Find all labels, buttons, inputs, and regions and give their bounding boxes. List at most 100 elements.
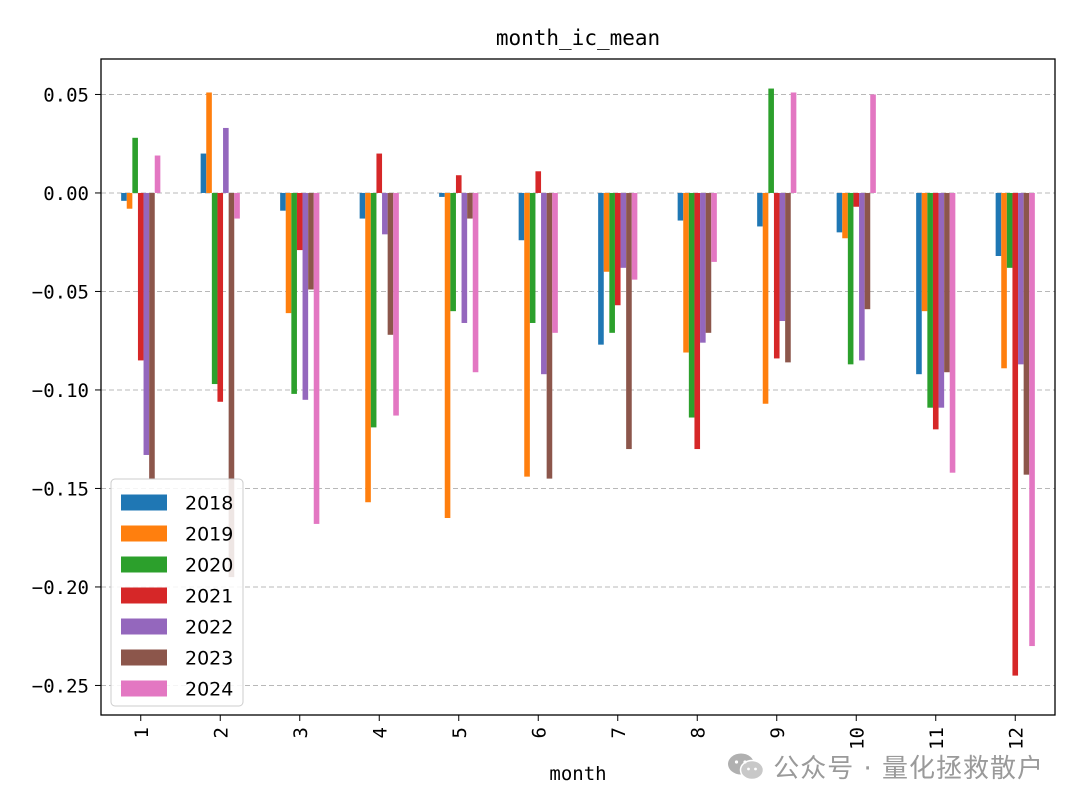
bar-2022-8 — [700, 192, 706, 343]
legend: 2018 2019 2020 2021 2022 2023 2024 — [110, 478, 244, 707]
bar-2024-9 — [790, 92, 797, 193]
y-tick-label: −0.25 — [32, 675, 89, 697]
bar-2023-12 — [1023, 192, 1030, 475]
bar-2022-11 — [938, 192, 945, 408]
wechat-icon — [728, 753, 765, 780]
bar-2019-10 — [842, 192, 848, 239]
bar-2021-6 — [535, 171, 542, 193]
x-tick-label: 8 — [687, 727, 709, 738]
bar-2022-5 — [461, 192, 468, 323]
bar-2021-5 — [455, 175, 462, 193]
gridlines — [101, 93, 1055, 686]
bar-2023-11 — [944, 192, 950, 373]
y-tick-label: −0.10 — [32, 380, 89, 402]
bar-2020-8 — [688, 192, 695, 418]
bar-2023-4 — [387, 192, 394, 335]
bar-2019-8 — [683, 192, 689, 353]
legend-label-2020: 2020 — [185, 555, 233, 577]
legend-label-2019: 2019 — [185, 524, 233, 546]
bar-2019-6 — [524, 192, 530, 477]
x-tick-label: 10 — [846, 727, 868, 750]
bar-2023-10 — [864, 192, 871, 310]
y-tick-label: −0.05 — [32, 281, 89, 303]
bar-2018-11 — [916, 192, 922, 375]
bar-2019-1 — [126, 192, 133, 209]
bar-2018-10 — [836, 192, 843, 233]
bar-2023-1 — [149, 192, 155, 479]
x-tick-label: 4 — [369, 727, 391, 738]
bar-2018-7 — [598, 192, 604, 345]
legend-swatch-2024 — [121, 680, 167, 697]
x-axis-label: month — [549, 763, 606, 785]
bar-2024-10 — [870, 94, 876, 193]
bar-2020-10 — [847, 192, 854, 365]
bar-2023-5 — [467, 192, 473, 219]
bar-2022-9 — [779, 192, 786, 322]
legend-swatch-2019 — [121, 525, 167, 542]
legend-label-2023: 2023 — [185, 648, 233, 670]
bar-2024-3 — [313, 192, 320, 524]
bar-2023-3 — [308, 192, 314, 290]
x-tick-label: 12 — [1005, 727, 1027, 750]
bar-2018-5 — [439, 192, 445, 197]
bar-2023-6 — [546, 192, 553, 479]
bar-2020-11 — [927, 192, 933, 408]
bar-2024-4 — [393, 192, 399, 416]
legend-label-2024: 2024 — [185, 679, 233, 701]
legend-swatch-2021 — [121, 587, 167, 604]
bar-2020-5 — [450, 192, 456, 312]
legend-swatch-2018 — [121, 494, 167, 511]
bar-2020-4 — [370, 192, 377, 428]
watermark: 公众号 · 量化拯救散户 — [727, 748, 1044, 785]
bar-2021-11 — [932, 192, 939, 430]
bar-2020-12 — [1006, 192, 1013, 268]
bar-2020-7 — [609, 192, 615, 333]
chart-title: month_ic_mean — [496, 26, 660, 50]
bar-2018-6 — [518, 192, 525, 241]
watermark-text: 公众号 · 量化拯救散户 — [773, 754, 1044, 784]
bar-2021-9 — [773, 192, 780, 359]
y-axis: 0.05 0.00 −0.05 −0.10 −0.15 −0.20 −0.25 — [32, 84, 101, 697]
bar-2024-1 — [154, 155, 161, 193]
bar-2022-1 — [143, 192, 150, 455]
bar-2023-7 — [626, 192, 632, 450]
bar-2021-3 — [296, 192, 303, 251]
x-tick-label: 1 — [131, 727, 153, 738]
bar-2019-5 — [444, 192, 451, 519]
x-tick-label: 7 — [608, 727, 630, 738]
legend-swatch-2020 — [121, 556, 167, 573]
bar-2024-12 — [1029, 192, 1035, 647]
x-tick-label: 3 — [290, 727, 312, 738]
bar-2021-8 — [694, 192, 701, 450]
y-tick-label: −0.15 — [32, 478, 89, 500]
bar-2021-4 — [376, 153, 383, 193]
bar-2023-8 — [705, 192, 712, 333]
x-tick-label: 11 — [926, 727, 948, 750]
bar-2022-10 — [859, 192, 865, 361]
plot-frame — [100, 58, 1056, 716]
bar-2024-2 — [234, 192, 240, 219]
bar-2023-9 — [785, 192, 791, 363]
y-tick-label: 0.05 — [43, 84, 89, 106]
bar-2020-1 — [132, 137, 138, 193]
legend-swatch-2022 — [121, 618, 167, 635]
bar-2021-1 — [137, 192, 144, 361]
bars — [121, 88, 1035, 676]
bar-2022-3 — [302, 192, 309, 400]
bar-2021-10 — [853, 192, 860, 207]
bar-2022-2 — [223, 127, 229, 193]
bar-2020-6 — [529, 192, 536, 323]
bar-2018-9 — [757, 192, 763, 227]
bar-2021-2 — [217, 192, 224, 402]
bar-2022-7 — [620, 192, 627, 268]
bar-2024-5 — [472, 192, 479, 373]
legend-label-2018: 2018 — [185, 493, 233, 515]
x-axis: 1 2 3 4 5 6 7 8 9 10 11 12 — [131, 715, 1027, 750]
bar-2022-6 — [541, 192, 547, 375]
bar-2019-3 — [285, 192, 292, 314]
bar-2018-4 — [359, 192, 366, 219]
bar-2018-8 — [677, 192, 684, 221]
y-tick-label: −0.20 — [32, 577, 89, 599]
bar-2019-4 — [365, 192, 371, 503]
